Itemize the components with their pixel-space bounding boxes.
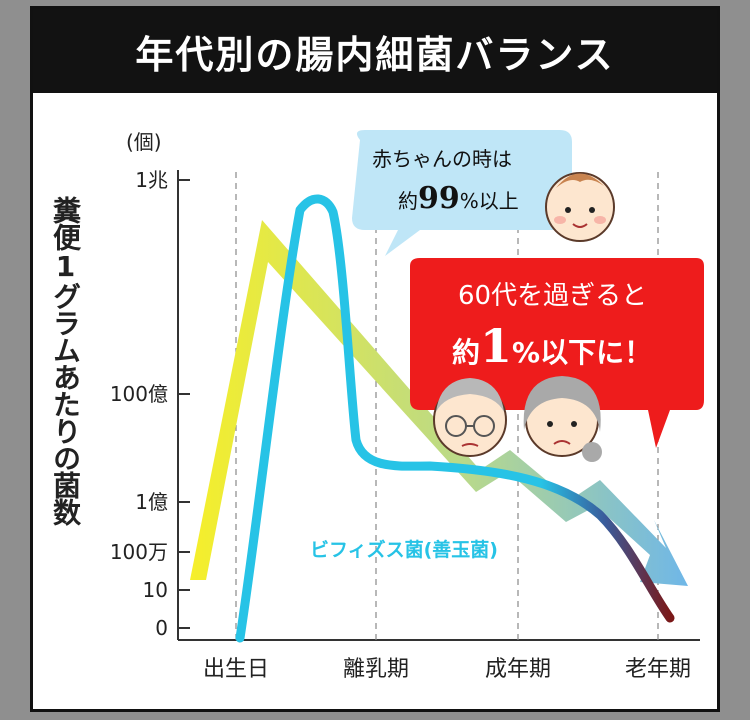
y-tick-label: 1兆 — [135, 168, 168, 192]
y-tick-label: 10 — [143, 578, 168, 602]
baby-bubble-prefix: 約 — [398, 189, 418, 213]
baby-bubble-suffix: %以上 — [460, 189, 519, 213]
x-tick-label: 離乳期 — [343, 657, 409, 682]
senior-bubble-line1: 60代を過ぎると — [458, 281, 647, 311]
svg-text:約99%以上: 約99%以上 — [398, 181, 519, 216]
series-bifido-line — [235, 194, 675, 643]
y-tick-label: 0 — [155, 616, 168, 640]
senior-bubble-prefix: 約 — [452, 336, 480, 369]
y-tick-label: 100万 — [110, 540, 168, 564]
x-tick-label: 成年期 — [485, 657, 551, 682]
y-tick-label: 100億 — [110, 382, 168, 406]
y-tick-label: 1億 — [135, 490, 168, 514]
elderly-man-icon — [433, 378, 507, 457]
chart-title: 年代別の腸内細菌バランス — [33, 9, 717, 93]
elderly-woman-icon — [523, 376, 602, 462]
baby-bubble-number: 99 — [418, 181, 460, 216]
baby-bubble-line1: 赤ちゃんの時は — [372, 147, 512, 171]
series-bifido-label: ビフィズス菌(善玉菌) — [310, 538, 498, 561]
baby-face-icon — [545, 172, 615, 242]
annotation-baby-bubble: 赤ちゃんの時は 約99%以上 — [352, 130, 572, 256]
svg-text:約1%以下に！: 約1%以下に！ — [452, 319, 652, 373]
x-tick-label: 出生日 — [203, 657, 269, 682]
senior-bubble-suffix: %以下に！ — [512, 336, 652, 369]
y-unit-label: (個) — [126, 130, 162, 154]
x-tick-label: 老年期 — [625, 657, 691, 682]
series-yellow-band — [190, 220, 688, 586]
senior-bubble-number: 1 — [480, 319, 512, 373]
y-axis-label: 糞便1グラムあたりの菌数 — [49, 196, 82, 525]
